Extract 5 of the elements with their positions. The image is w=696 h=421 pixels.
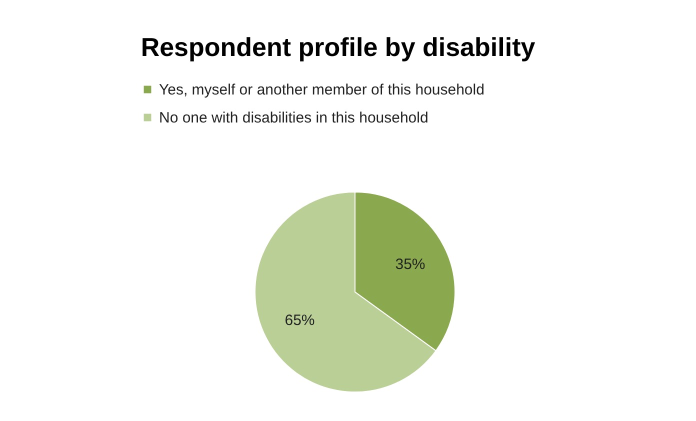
legend-label: Yes, myself or another member of this household	[159, 82, 484, 98]
chart-title: Respondent profile by disability	[140, 32, 536, 62]
data-label: 65%	[284, 312, 315, 330]
legend-label: No one with disabilities in this household	[159, 110, 428, 126]
data-label: 35%	[395, 256, 426, 273]
